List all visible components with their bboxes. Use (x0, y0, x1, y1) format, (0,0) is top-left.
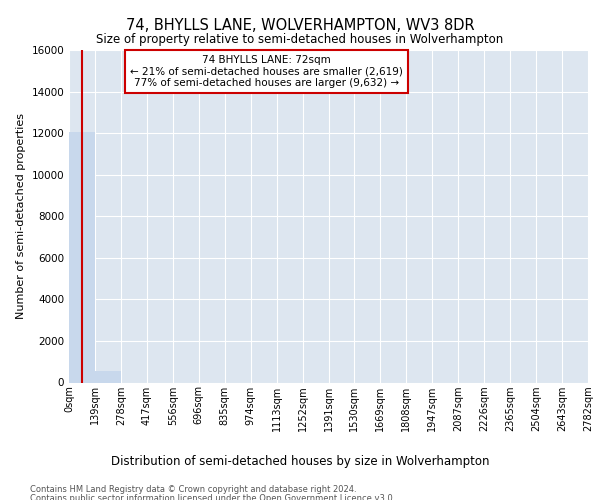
Text: 74, BHYLLS LANE, WOLVERHAMPTON, WV3 8DR: 74, BHYLLS LANE, WOLVERHAMPTON, WV3 8DR (125, 18, 475, 32)
Text: Contains HM Land Registry data © Crown copyright and database right 2024.: Contains HM Land Registry data © Crown c… (30, 485, 356, 494)
Bar (69, 132, 95, 382)
Bar (95, 371, 121, 382)
Text: Distribution of semi-detached houses by size in Wolverhampton: Distribution of semi-detached houses by … (111, 454, 489, 468)
Text: Contains public sector information licensed under the Open Government Licence v3: Contains public sector information licen… (30, 494, 395, 500)
Text: 74 BHYLLS LANE: 72sqm
← 21% of semi-detached houses are smaller (2,619)
77% of s: 74 BHYLLS LANE: 72sqm ← 21% of semi-deta… (130, 55, 403, 88)
Text: Size of property relative to semi-detached houses in Wolverhampton: Size of property relative to semi-detach… (97, 32, 503, 46)
Y-axis label: Number of semi-detached properties: Number of semi-detached properties (16, 114, 26, 320)
